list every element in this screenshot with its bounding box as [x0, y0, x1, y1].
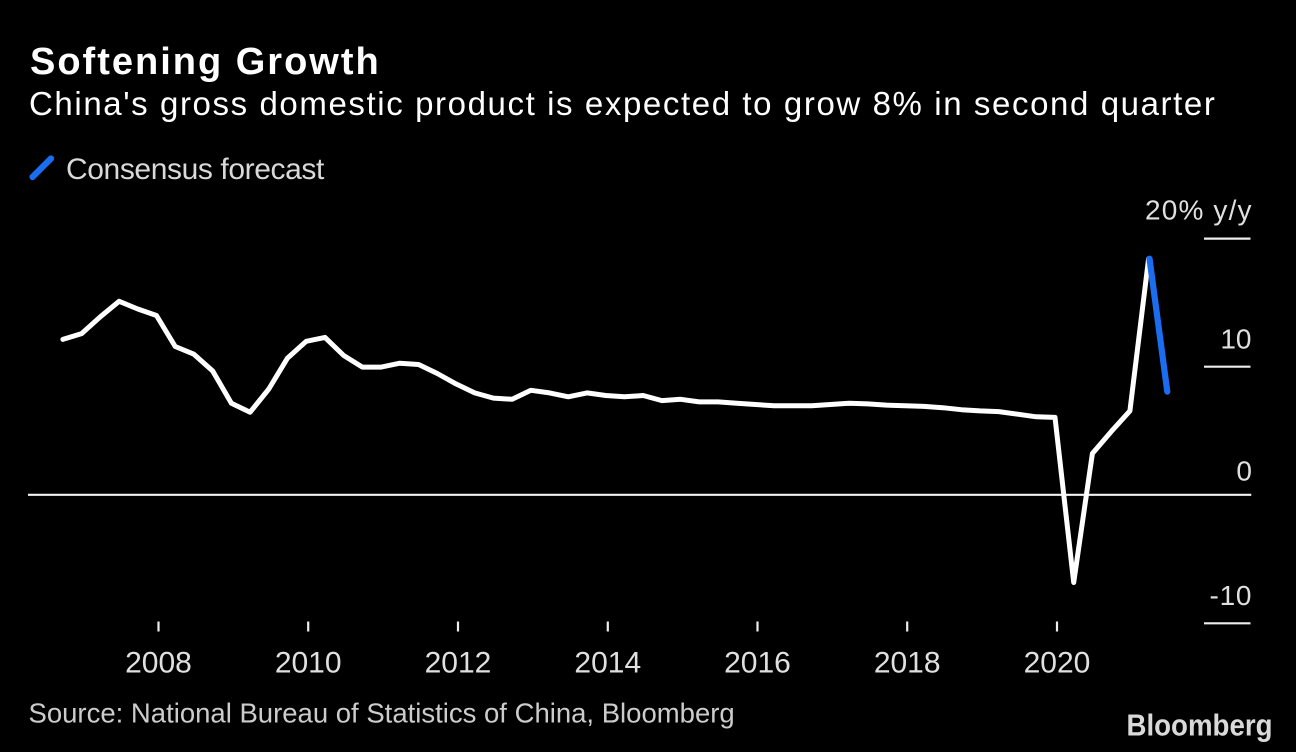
svg-text:0: 0: [1236, 455, 1252, 486]
svg-text:2020: 2020: [1024, 646, 1091, 679]
svg-text:2016: 2016: [724, 646, 791, 679]
svg-text:China's gross domestic product: China's gross domestic product is expect…: [29, 85, 1216, 122]
svg-text:2018: 2018: [874, 646, 941, 679]
svg-text:2014: 2014: [574, 646, 641, 679]
svg-text:Bloomberg: Bloomberg: [1127, 708, 1273, 743]
svg-text:2008: 2008: [125, 646, 192, 679]
svg-text:20% y/y: 20% y/y: [1145, 195, 1252, 226]
svg-text:10: 10: [1220, 323, 1251, 354]
svg-text:Source: National Bureau of Sta: Source: National Bureau of Statistics of…: [29, 698, 735, 729]
svg-text:-10: -10: [1210, 580, 1252, 611]
svg-text:Consensus forecast: Consensus forecast: [66, 153, 325, 186]
svg-text:2010: 2010: [275, 646, 342, 679]
svg-text:2012: 2012: [425, 646, 492, 679]
svg-text:Softening Growth: Softening Growth: [30, 41, 381, 83]
